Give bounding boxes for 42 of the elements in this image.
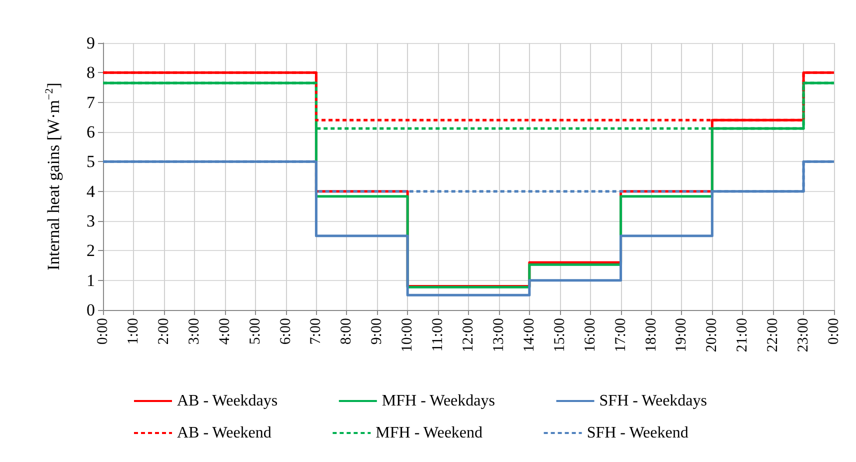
legend-label: AB - Weekdays [177, 392, 278, 410]
x-tick-label: 20:00 [704, 318, 720, 352]
x-tick-label: 17:00 [612, 318, 629, 352]
y-tick-label: 3 [86, 212, 95, 230]
y-tick-label: 8 [86, 63, 95, 82]
x-tick-label: 13:00 [490, 318, 507, 352]
x-tick-label: 10:00 [400, 318, 416, 352]
x-tick-label: 16:00 [582, 318, 598, 352]
y-tick-label: 0 [86, 300, 95, 320]
x-tick-label: 9:00 [369, 318, 386, 345]
x-tick-label: 8:00 [338, 318, 355, 345]
y-tick-label: 2 [86, 241, 95, 260]
y-axis-title: Internal heat gains [W·m−2] [44, 82, 63, 270]
x-tick-label: 23:00 [796, 318, 812, 352]
x-tick-label: 0:00 [826, 318, 842, 345]
x-tick-label: 18:00 [643, 318, 660, 352]
y-tick-label: 5 [86, 152, 95, 172]
x-tick-label: 7:00 [308, 318, 324, 345]
x-tick-label: 14:00 [521, 318, 538, 352]
y-tick-label: 9 [86, 34, 95, 52]
legend-label: SFH - Weekend [586, 424, 688, 442]
y-tick-label: 6 [86, 122, 95, 142]
x-tick-label: 1:00 [125, 318, 142, 345]
legend-label: MFH - Weekdays [382, 392, 495, 410]
x-tick-label: 3:00 [186, 318, 202, 345]
x-tick-label: 22:00 [765, 318, 782, 352]
legend-label: AB - Weekend [177, 424, 272, 442]
y-tick-label: 7 [86, 92, 96, 112]
x-tick-label: 5:00 [247, 318, 264, 345]
x-tick-label: 2:00 [156, 318, 172, 345]
x-tick-label: 0:00 [95, 318, 111, 345]
y-tick-label: 4 [86, 182, 96, 201]
y-tick-label: 1 [86, 270, 95, 290]
legend-label: SFH - Weekdays [599, 392, 708, 410]
x-tick-label: 11:00 [430, 318, 446, 352]
x-tick-label: 19:00 [674, 318, 690, 352]
x-tick-label: 4:00 [216, 318, 233, 345]
legend-label: MFH - Weekend [376, 424, 483, 442]
x-tick-label: 12:00 [460, 318, 476, 352]
x-tick-label: 21:00 [734, 318, 751, 352]
x-tick-label: 15:00 [552, 318, 568, 352]
x-tick-label: 6:00 [278, 318, 294, 345]
